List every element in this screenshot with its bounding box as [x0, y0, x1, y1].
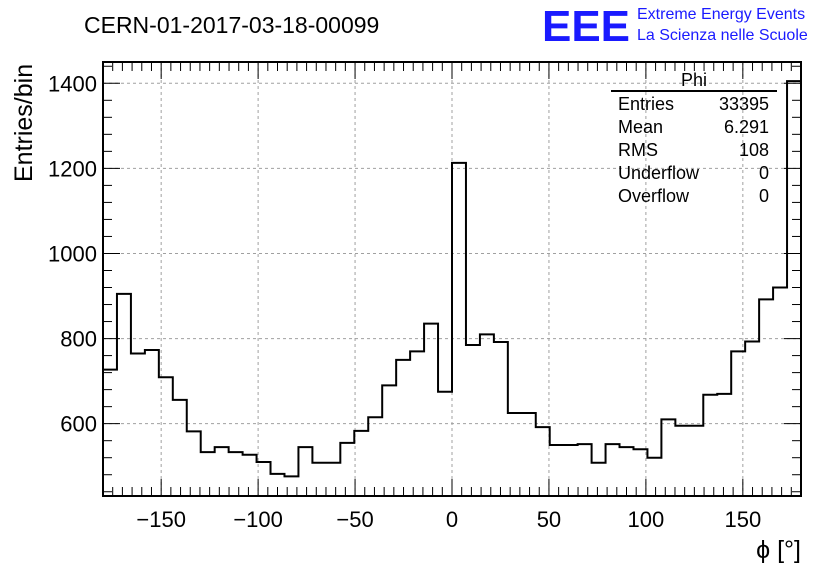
x-tick-label: −50 — [336, 507, 373, 532]
stats-box: Phi Entries 33395 Mean 6.291 RMS 108 Underflow… — [611, 70, 777, 206]
y-tick-label: 800 — [60, 327, 97, 352]
axis-ticks: −150 −100 −50 0 50 100 150 600 800 1000 1200 1400 — [48, 62, 801, 532]
x-tick-label: −150 — [136, 507, 186, 532]
stats-value: 33395 — [719, 94, 769, 114]
stats-value: 0 — [759, 186, 769, 206]
y-tick-label: 1200 — [48, 156, 97, 181]
x-tick-label: 0 — [446, 507, 458, 532]
stats-label: Entries — [618, 94, 674, 114]
histogram-bars — [103, 80, 801, 478]
x-tick-label: 150 — [724, 507, 761, 532]
y-tick-label: 1000 — [48, 241, 97, 266]
y-axis-label: Entries/bin — [10, 64, 38, 182]
logo-line-2: La Scienza nelle Scuole — [637, 27, 808, 44]
eee-logo: EEE Extreme Energy Events La Scienza nel… — [542, 2, 808, 51]
stats-label: Underflow — [618, 163, 700, 183]
stats-label: Mean — [618, 117, 663, 137]
logo-line-1: Extreme Energy Events — [637, 6, 805, 23]
stats-value: 0 — [759, 163, 769, 183]
stats-value: 108 — [739, 140, 769, 160]
stats-label: RMS — [618, 140, 658, 160]
logo-mark: EEE — [542, 2, 630, 51]
stats-label: Overflow — [618, 186, 690, 206]
x-tick-label: 100 — [628, 507, 665, 532]
x-tick-label: −100 — [233, 507, 283, 532]
y-tick-label: 1400 — [48, 71, 97, 96]
x-axis-label: ϕ [°] — [756, 536, 801, 564]
stats-value: 6.291 — [724, 117, 769, 137]
histogram-outline — [103, 80, 801, 478]
chart-title: CERN-01-2017-03-18-00099 — [84, 12, 379, 38]
stats-box-title: Phi — [681, 70, 707, 90]
x-tick-label: 50 — [537, 507, 561, 532]
y-tick-label: 600 — [60, 412, 97, 437]
